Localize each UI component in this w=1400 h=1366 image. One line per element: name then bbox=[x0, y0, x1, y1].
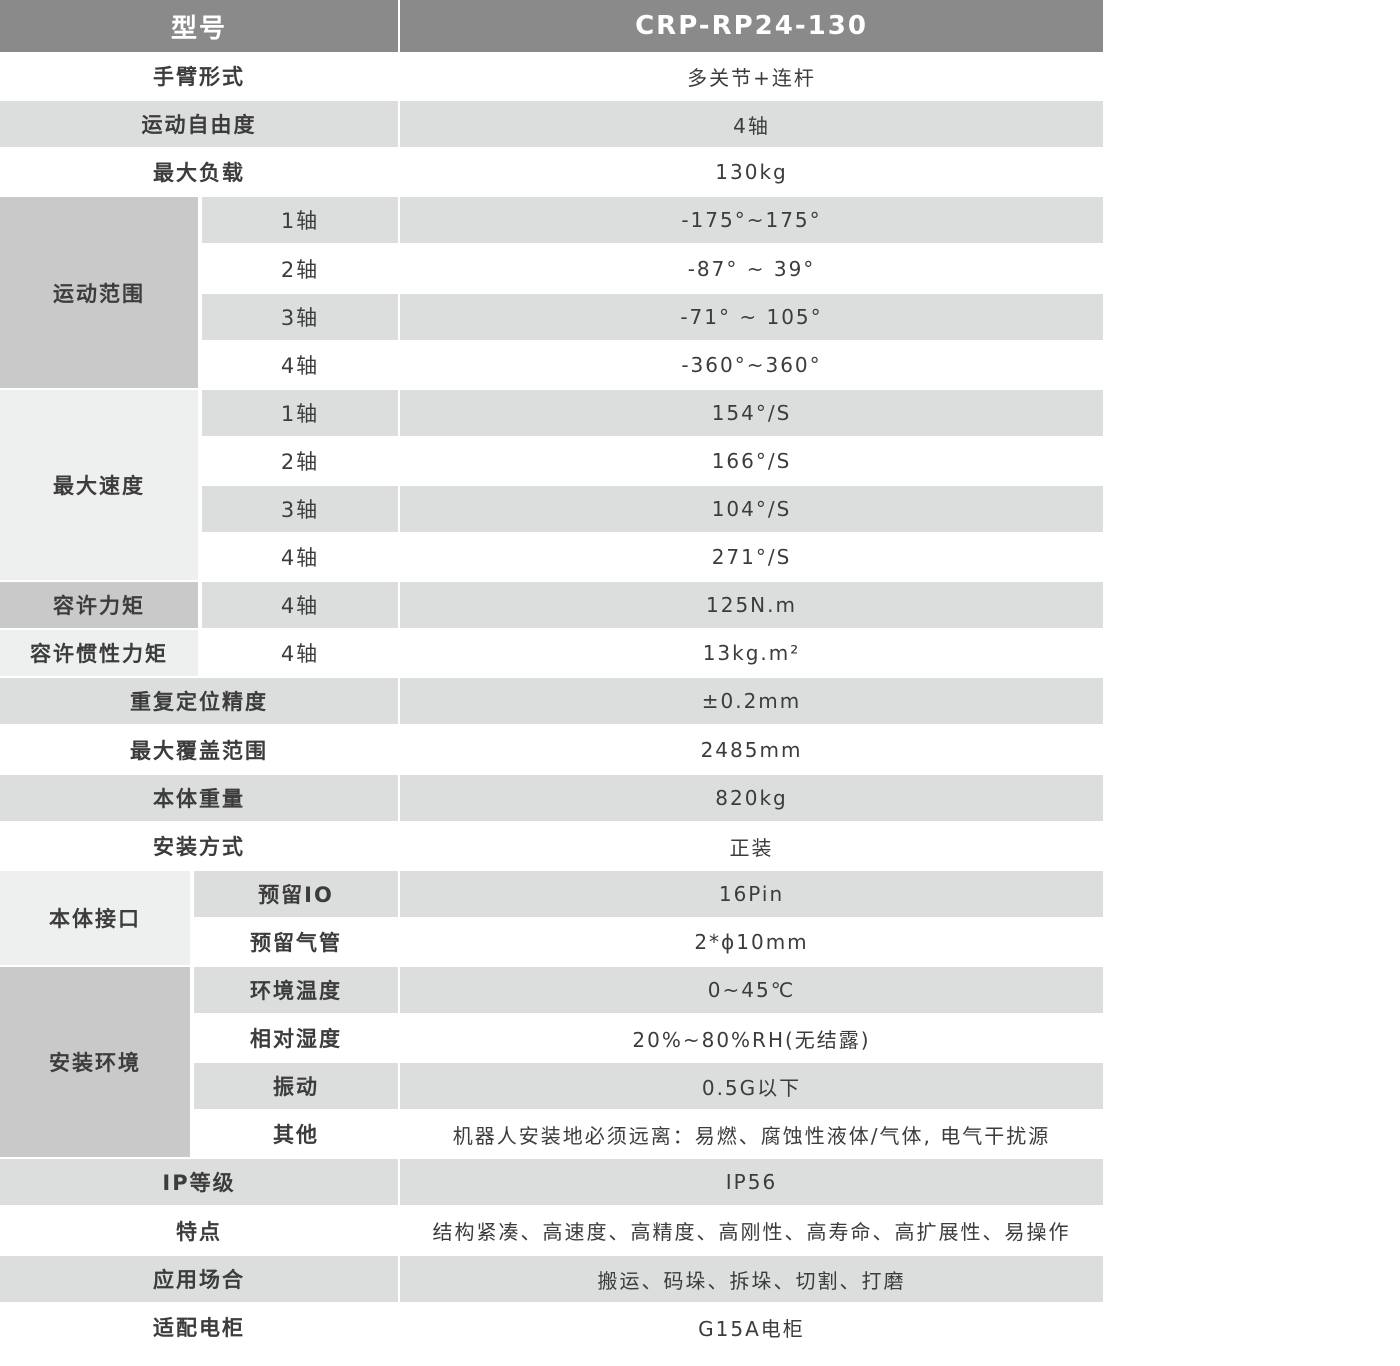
row-label: 安装方式 bbox=[0, 823, 398, 869]
row-sub-label: 2轴 bbox=[202, 438, 398, 484]
row-value: -87° ~ 39° bbox=[400, 245, 1103, 292]
row-sub-label: 振动 bbox=[194, 1063, 398, 1109]
row-value: 271°/S bbox=[400, 534, 1103, 580]
group-label: 安装环境 bbox=[0, 967, 190, 1157]
row-sub-label: 预留IO bbox=[194, 871, 398, 917]
row-value: 820kg bbox=[400, 775, 1103, 821]
row-value: 搬运、码垛、拆垛、切割、打磨 bbox=[400, 1256, 1103, 1302]
row-value: 130kg bbox=[400, 149, 1103, 195]
row-value: 20%~80%RH(无结露) bbox=[400, 1015, 1103, 1061]
row-value: IP56 bbox=[400, 1159, 1103, 1205]
row-label: 手臂形式 bbox=[0, 53, 398, 99]
row-value: 2485mm bbox=[400, 726, 1103, 773]
row-sub-label: 4轴 bbox=[202, 582, 398, 628]
row-value: 16Pin bbox=[400, 871, 1103, 917]
row-value: 104°/S bbox=[400, 486, 1103, 532]
row-value: 结构紧凑、高速度、高精度、高刚性、高寿命、高扩展性、易操作 bbox=[400, 1207, 1103, 1254]
row-label: IP等级 bbox=[0, 1159, 398, 1205]
row-value: 13kg.m² bbox=[400, 630, 1103, 676]
row-sub-label: 环境温度 bbox=[194, 967, 398, 1013]
row-value: 4轴 bbox=[400, 101, 1103, 147]
group-label: 本体接口 bbox=[0, 871, 190, 965]
row-value: -71° ~ 105° bbox=[400, 294, 1103, 340]
row-label: 本体重量 bbox=[0, 775, 398, 821]
row-label: 重复定位精度 bbox=[0, 678, 398, 724]
row-value: 2*ϕ10mm bbox=[400, 919, 1103, 965]
row-label: 特点 bbox=[0, 1207, 398, 1254]
row-value: 多关节+连杆 bbox=[400, 53, 1103, 99]
row-sub-label: 预留气管 bbox=[194, 919, 398, 965]
row-value: 166°/S bbox=[400, 438, 1103, 484]
row-sub-label: 其他 bbox=[194, 1111, 398, 1157]
row-value: 154°/S bbox=[400, 390, 1103, 436]
row-value: G15A电柜 bbox=[400, 1304, 1103, 1350]
row-label: 最大覆盖范围 bbox=[0, 726, 398, 773]
row-value: 0.5G以下 bbox=[400, 1063, 1103, 1109]
row-value: 正装 bbox=[400, 823, 1103, 869]
row-sub-label: 3轴 bbox=[202, 294, 398, 340]
header-model: CRP-RP24-130 bbox=[400, 0, 1103, 52]
group-label: 运动范围 bbox=[0, 197, 198, 388]
row-label: 适配电柜 bbox=[0, 1304, 398, 1350]
row-value: 125N.m bbox=[400, 582, 1103, 628]
row-value: -175°~175° bbox=[400, 197, 1103, 243]
row-value: -360°~360° bbox=[400, 342, 1103, 388]
row-sub-label: 4轴 bbox=[202, 342, 398, 388]
row-label: 运动自由度 bbox=[0, 101, 398, 147]
row-value: 机器人安装地必须远离：易燃、腐蚀性液体/气体, 电气干扰源 bbox=[400, 1111, 1103, 1157]
row-sub-label: 4轴 bbox=[202, 534, 398, 580]
group-label: 容许惯性力矩 bbox=[0, 630, 198, 676]
row-sub-label: 1轴 bbox=[202, 390, 398, 436]
group-label: 最大速度 bbox=[0, 390, 198, 580]
row-sub-label: 2轴 bbox=[202, 245, 398, 292]
row-label: 最大负载 bbox=[0, 149, 398, 195]
row-sub-label: 3轴 bbox=[202, 486, 398, 532]
row-sub-label: 4轴 bbox=[202, 630, 398, 676]
header-label: 型号 bbox=[0, 0, 398, 52]
row-label: 应用场合 bbox=[0, 1256, 398, 1302]
group-label: 容许力矩 bbox=[0, 582, 198, 628]
spec-table: 型号 CRP-RP24-130 手臂形式 多关节+连杆 运动自由度 4轴 最大负载 130… bbox=[0, 0, 1103, 1350]
row-value: ±0.2mm bbox=[400, 678, 1103, 724]
row-value: 0~45℃ bbox=[400, 967, 1103, 1013]
row-sub-label: 相对湿度 bbox=[194, 1015, 398, 1061]
row-sub-label: 1轴 bbox=[202, 197, 398, 243]
